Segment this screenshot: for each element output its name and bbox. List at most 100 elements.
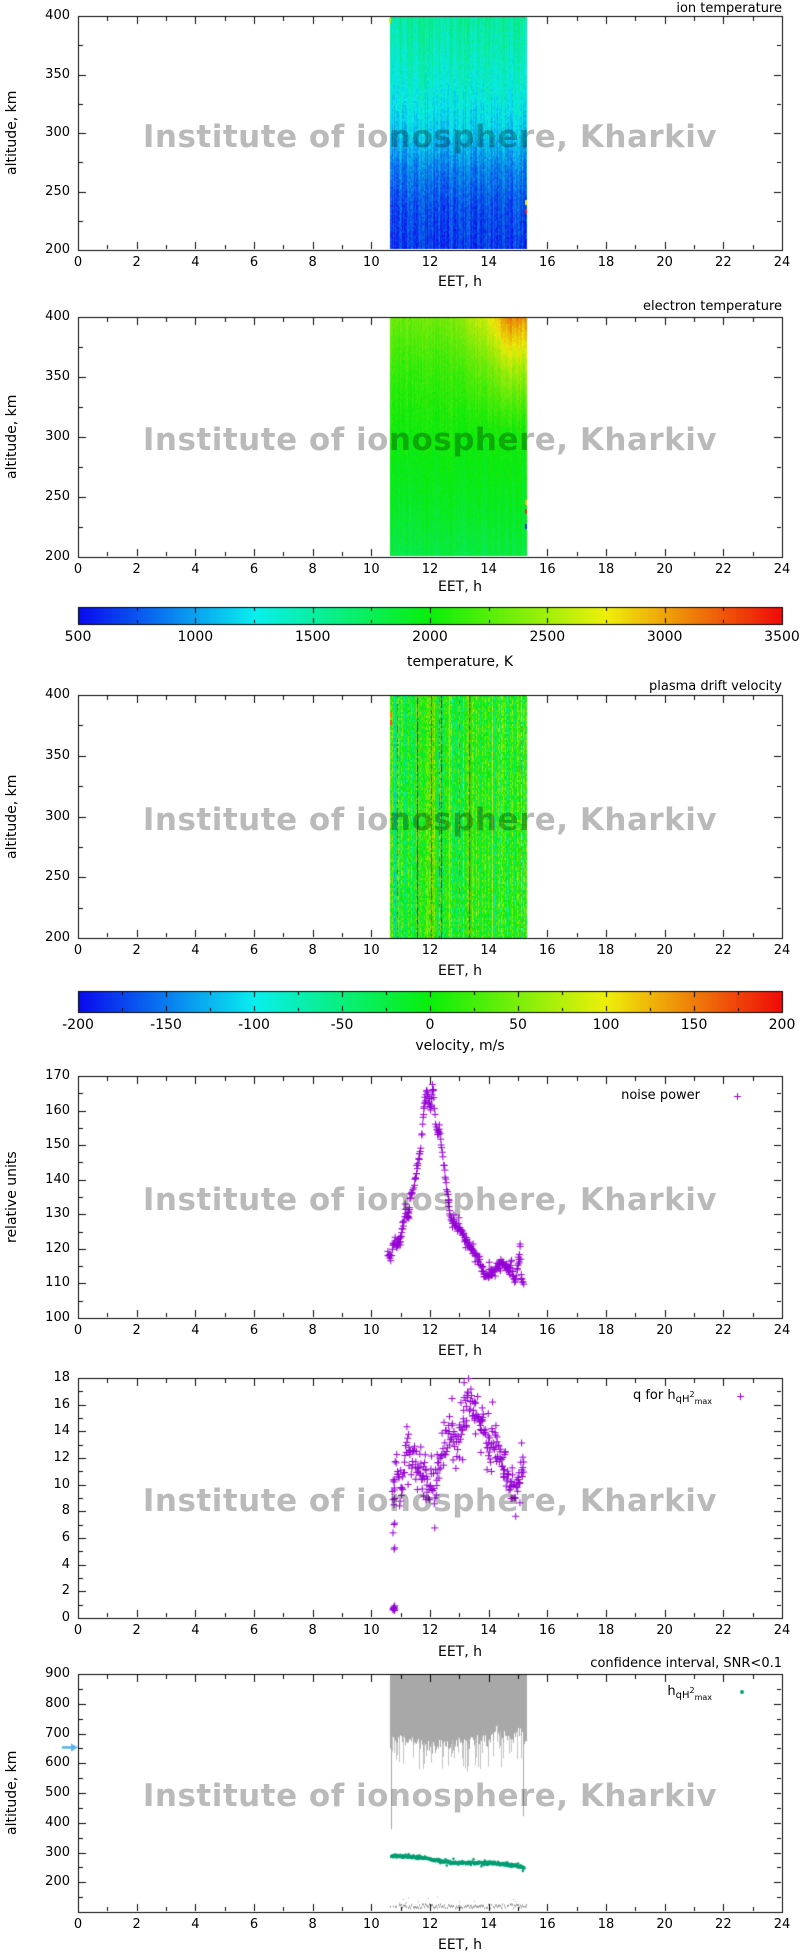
x-tick-label: 16: [539, 1623, 556, 1638]
x-tick-label: 24: [773, 1623, 791, 1638]
x-tick-label: 22: [715, 1917, 732, 1932]
colorbar-tick-label: 500: [64, 629, 92, 645]
x-tick-label: 20: [656, 562, 673, 577]
y-tick-label: 110: [45, 1275, 70, 1291]
x-tick-label: 14: [480, 562, 497, 577]
colorbar-tick-label: 50: [509, 1017, 527, 1033]
watermark-text-2: Institute of ionosphere, Kharkiv: [142, 422, 718, 458]
x-tick-label: 12: [421, 562, 439, 577]
x-tick-label: 14: [480, 1917, 497, 1932]
x-tick-label: 0: [73, 562, 83, 577]
x-tick-label: 8: [308, 943, 317, 958]
temperature-colorbar: [60, 599, 800, 632]
x-tick-label: 6: [249, 1917, 259, 1932]
colorbar-tick-label: 200: [768, 1017, 796, 1033]
x-tick-label: 18: [597, 943, 615, 958]
x-tick-label: 16: [539, 943, 556, 958]
watermark-text-6: Institute of ionosphere, Kharkiv: [142, 1778, 718, 1814]
x-tick-label: 2: [132, 1917, 141, 1932]
x-axis-label-4: EET, h: [437, 1343, 483, 1359]
x-tick-label: 4: [191, 1323, 200, 1338]
watermark-text-1: Institute of ionosphere, Kharkiv: [142, 119, 718, 155]
y-tick-label: 12: [53, 1450, 70, 1465]
x-tick-label: 0: [73, 255, 83, 270]
colorbar-tick-label: -50: [330, 1017, 354, 1033]
x-tick-label: 8: [308, 1323, 317, 1338]
colorbar-tick-label: -150: [150, 1017, 182, 1033]
y-tick-label: 16: [53, 1396, 70, 1412]
y-tick-label: 200: [45, 930, 70, 945]
x-tick-label: 2: [132, 255, 141, 270]
x-tick-label: 6: [249, 562, 259, 577]
y-tick-label: 100: [45, 1310, 70, 1325]
x-tick-label: 6: [249, 1623, 259, 1638]
x-tick-label: 4: [191, 1623, 200, 1638]
legend-q-factor: q for hqH2max: [632, 1388, 712, 1406]
y-tick-label: 250: [45, 183, 70, 199]
y-tick-label: 400: [45, 309, 70, 324]
x-tick-label: 0: [73, 1917, 83, 1932]
y-tick-label: 350: [45, 369, 70, 384]
watermark-text-4: Institute of ionosphere, Kharkiv: [142, 1182, 718, 1218]
colorbar-tick-label: 3000: [646, 629, 683, 645]
y-tick-label: 140: [45, 1171, 70, 1187]
x-tick-label: 10: [363, 1323, 380, 1338]
x-tick-label: 20: [656, 943, 673, 958]
y-tick-label: 200: [45, 242, 70, 257]
x-tick-label: 4: [191, 943, 200, 958]
x-tick-label: 14: [480, 943, 497, 958]
y-tick-label: 14: [53, 1423, 70, 1439]
watermark-text-5: Institute of ionosphere, Kharkiv: [142, 1483, 718, 1519]
x-tick-label: 24: [773, 562, 791, 577]
x-tick-label: 0: [73, 943, 83, 958]
x-tick-label: 18: [597, 1323, 615, 1338]
legend-hqh2max: hqH2max: [667, 1684, 712, 1702]
y-tick-label: 150: [45, 1137, 70, 1153]
x-tick-label: 18: [597, 1623, 615, 1638]
x-axis-label-6: EET, h: [437, 1937, 483, 1953]
x-tick-label: 2: [132, 943, 141, 958]
x-axis-label-2: EET, h: [437, 579, 483, 595]
y-tick-label: 400: [45, 8, 70, 23]
x-tick-label: 16: [539, 562, 556, 577]
x-tick-label: 20: [656, 1917, 673, 1932]
q-factor-scatter: [60, 1366, 800, 1630]
x-tick-label: 8: [308, 1623, 317, 1638]
x-tick-label: 22: [715, 1323, 732, 1338]
y-tick-label: 18: [53, 1370, 70, 1385]
x-tick-label: 12: [421, 943, 439, 958]
x-tick-label: 0: [73, 1623, 83, 1638]
colorbar-tick-label: 3500: [764, 629, 800, 645]
x-tick-label: 4: [191, 1917, 200, 1932]
x-tick-label: 18: [597, 1917, 615, 1932]
x-tick-label: 10: [363, 1623, 380, 1638]
y-tick-label: 300: [45, 808, 70, 824]
y-tick-label: 2: [61, 1583, 70, 1599]
y-tick-label: 350: [45, 747, 70, 763]
x-tick-label: 6: [249, 255, 259, 270]
x-tick-label: 10: [363, 255, 380, 270]
colorbar-tick-label: 2500: [529, 629, 566, 645]
x-tick-label: 6: [249, 943, 259, 958]
y-tick-label: 200: [45, 549, 70, 564]
x-tick-label: 18: [597, 562, 615, 577]
x-tick-label: 6: [249, 1323, 259, 1338]
x-tick-label: 20: [656, 1323, 673, 1338]
watermark-text-3: Institute of ionosphere, Kharkiv: [142, 802, 718, 838]
x-axis-label-1: EET, h: [437, 274, 483, 290]
x-tick-label: 24: [773, 1323, 791, 1338]
y-tick-label: 160: [45, 1102, 70, 1118]
colorbar-tick-label: 1500: [294, 629, 331, 645]
y-tick-label: 120: [45, 1240, 70, 1256]
ion-temperature-heatmap: [60, 4, 800, 262]
x-tick-label: 20: [656, 1623, 673, 1638]
x-tick-label: 14: [480, 1623, 497, 1638]
x-tick-label: 2: [132, 1323, 141, 1338]
electron-temperature-heatmap: [60, 305, 800, 569]
y-tick-label: 170: [45, 1068, 70, 1083]
x-tick-label: 2: [132, 562, 141, 577]
colorbar-tick-label: -100: [238, 1017, 270, 1033]
x-tick-label: 22: [715, 562, 732, 577]
y-tick-label: 500: [45, 1785, 70, 1800]
x-tick-label: 22: [715, 1623, 732, 1638]
